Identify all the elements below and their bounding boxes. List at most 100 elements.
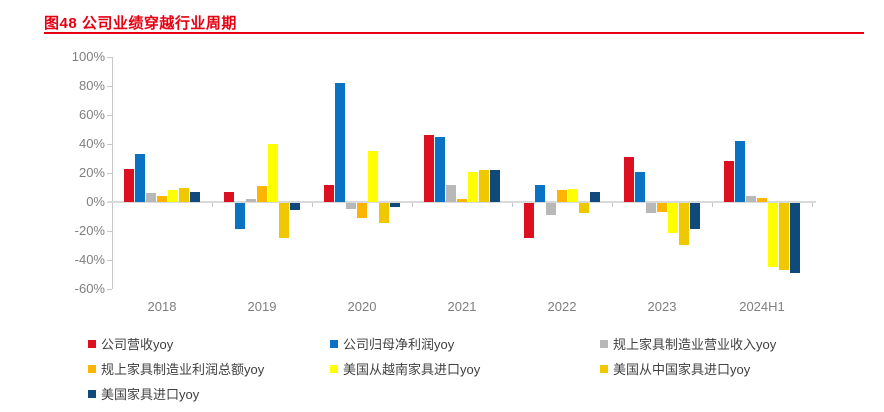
bar-2021-series3 xyxy=(457,199,467,202)
x-axis-tick xyxy=(312,203,313,207)
legend-color-swatch xyxy=(88,339,96,348)
bar-2019-series0 xyxy=(224,191,234,202)
bar-2021-series1 xyxy=(435,136,445,202)
bar-2020-series1 xyxy=(335,83,345,202)
y-axis-label: 60% xyxy=(78,107,105,122)
legend-label: 规上家具制造业利润总额yoy xyxy=(101,362,265,377)
chart-legend: 公司营收yoy 公司归母净利润yoy 规上家具制造业营业收入yoy 规上家具制造业利润… xyxy=(88,331,870,406)
legend-label: 公司营收yoy xyxy=(101,337,174,352)
bar-2021-series0 xyxy=(424,135,434,202)
x-axis-label: 2019 xyxy=(247,299,277,314)
x-axis-tick xyxy=(512,203,513,207)
y-axis-tick xyxy=(107,57,112,58)
x-axis-label: 2022 xyxy=(547,299,577,314)
bar-2020-series4 xyxy=(368,151,378,202)
bar-2024H1-series0 xyxy=(724,161,734,202)
bar-2021-series6 xyxy=(490,170,500,202)
legend-color-swatch xyxy=(600,339,608,348)
y-axis-tick xyxy=(107,86,112,87)
legend-item-series5: 美国从中国家具进口yoy xyxy=(600,356,870,381)
bar-2018-series1 xyxy=(135,154,145,202)
legend-color-swatch xyxy=(330,364,338,373)
x-axis-tick xyxy=(412,203,413,207)
bar-2024H1-series1 xyxy=(735,141,745,202)
bar-2019-series1 xyxy=(235,203,245,230)
bar-2018-series5 xyxy=(179,187,189,202)
bar-2023-series1 xyxy=(635,171,645,202)
x-axis-label: 2020 xyxy=(347,299,377,314)
bar-2022-series0 xyxy=(524,203,534,238)
x-axis-tick xyxy=(112,203,113,207)
bar-2018-series4 xyxy=(168,190,178,202)
legend-item-series4: 美国从越南家具进口yoy xyxy=(330,356,600,381)
bar-2023-series3 xyxy=(657,203,667,212)
x-axis-label: 2024H1 xyxy=(739,299,785,314)
y-axis-label: -20% xyxy=(74,223,105,238)
bar-2023-series2 xyxy=(646,203,656,214)
legend-label: 美国从越南家具进口yoy xyxy=(343,362,481,377)
y-axis-tick xyxy=(107,173,112,174)
legend-color-swatch xyxy=(88,364,96,373)
bar-2018-series3 xyxy=(157,196,167,202)
x-axis-tick xyxy=(612,203,613,207)
bar-2018-series6 xyxy=(190,191,200,202)
x-axis-label: 2023 xyxy=(647,299,677,314)
bar-2024H1-series6 xyxy=(790,203,800,273)
bar-2020-series2 xyxy=(346,203,356,209)
bar-2020-series5 xyxy=(379,203,389,224)
bar-2019-series6 xyxy=(290,203,300,211)
bar-2022-series6 xyxy=(590,191,600,202)
y-axis-label: 40% xyxy=(78,136,105,151)
legend-label: 规上家具制造业营业收入yoy xyxy=(613,337,777,352)
y-axis-label: 0% xyxy=(86,194,105,209)
y-axis-line xyxy=(112,57,113,289)
title-underline-rule xyxy=(44,32,864,34)
y-axis-label: 100% xyxy=(71,49,105,64)
bar-2024H1-series2 xyxy=(746,196,756,202)
bar-2024H1-series4 xyxy=(768,203,778,267)
legend-color-swatch xyxy=(600,364,608,373)
x-axis-tick xyxy=(712,203,713,207)
bar-2022-series2 xyxy=(546,203,556,215)
legend-label: 美国从中国家具进口yoy xyxy=(613,362,751,377)
bar-2024H1-series3 xyxy=(757,197,767,202)
bar-2023-series4 xyxy=(668,203,678,234)
y-axis-label: -40% xyxy=(74,252,105,267)
legend-item-series6: 美国家具进口yoy xyxy=(88,381,330,406)
bar-2019-series2 xyxy=(246,199,256,202)
legend-item-series2: 规上家具制造业营业收入yoy xyxy=(600,331,870,356)
y-axis-tick xyxy=(107,115,112,116)
bar-2024H1-series5 xyxy=(779,203,789,270)
bar-2023-series0 xyxy=(624,157,634,202)
bar-2022-series5 xyxy=(579,203,589,214)
legend-label: 公司归母净利润yoy xyxy=(343,337,455,352)
y-axis-tick xyxy=(107,231,112,232)
y-axis-label: 20% xyxy=(78,165,105,180)
zero-baseline xyxy=(108,201,816,203)
bar-2019-series3 xyxy=(257,186,267,202)
legend-color-swatch xyxy=(330,339,338,348)
bar-2021-series5 xyxy=(479,170,489,202)
figure-title: 图48 公司业绩穿越行业周期 xyxy=(44,15,237,32)
y-axis-tick xyxy=(107,289,112,290)
bar-2019-series5 xyxy=(279,203,289,238)
y-axis-label: 80% xyxy=(78,78,105,93)
bar-2021-series2 xyxy=(446,184,456,202)
bar-2022-series3 xyxy=(557,190,567,202)
y-axis-label: -60% xyxy=(74,281,105,296)
legend-color-swatch xyxy=(88,389,96,398)
bar-2018-series2 xyxy=(146,193,156,202)
bar-2018-series0 xyxy=(124,168,134,202)
bar-2021-series4 xyxy=(468,171,478,202)
bar-2023-series5 xyxy=(679,203,689,246)
y-axis-tick xyxy=(107,144,112,145)
x-axis-label: 2018 xyxy=(147,299,177,314)
x-axis-label: 2021 xyxy=(447,299,477,314)
legend-item-series3: 规上家具制造业利润总额yoy xyxy=(88,356,330,381)
legend-label: 美国家具进口yoy xyxy=(101,387,200,402)
x-axis-tick xyxy=(212,203,213,207)
bar-2019-series4 xyxy=(268,144,278,202)
bar-chart-plot-area: 100% 80% 60% 40% 20% 0% -20% -40% -60% 2018 2019 20… xyxy=(72,49,816,314)
bar-2020-series3 xyxy=(357,203,367,218)
legend-item-series0: 公司营收yoy xyxy=(88,331,330,356)
